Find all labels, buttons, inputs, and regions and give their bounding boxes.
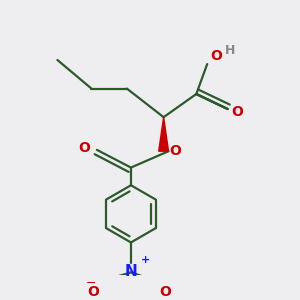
Polygon shape [159,117,169,151]
Text: +: + [140,255,150,265]
Text: O: O [169,144,181,158]
Text: H: H [225,44,235,57]
Text: N: N [124,264,137,279]
Text: O: O [160,285,171,299]
Text: O: O [78,142,90,155]
Text: O: O [210,49,222,63]
Text: O: O [232,105,244,119]
Text: O: O [88,285,100,299]
Text: −: − [85,277,96,290]
